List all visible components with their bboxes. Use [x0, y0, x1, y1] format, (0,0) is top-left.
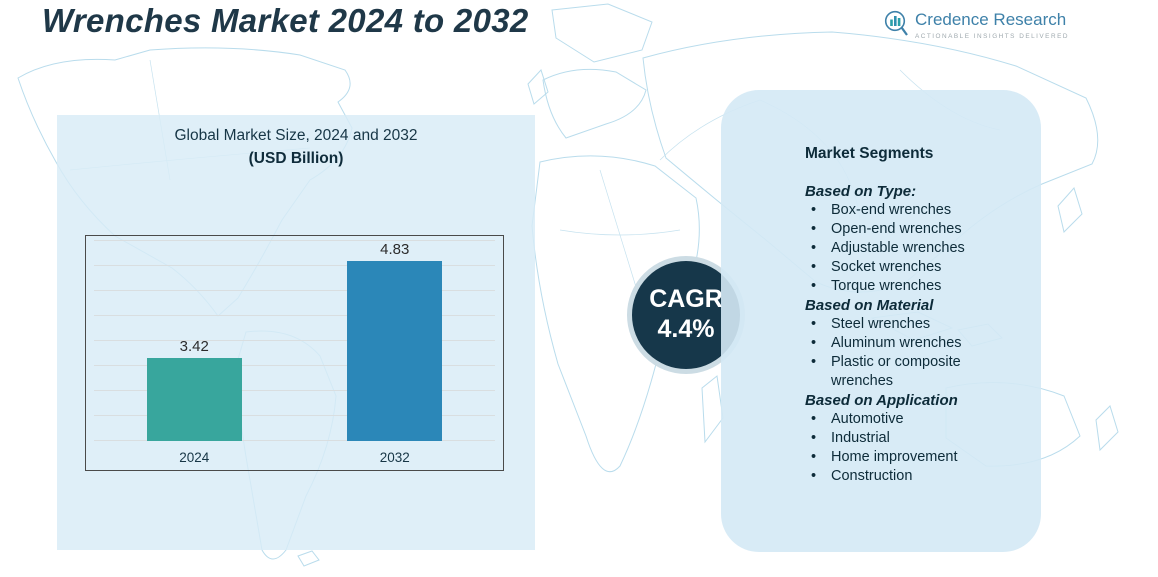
segment-group-heading: Based on Type:: [805, 183, 917, 200]
segments-panel: Market Segments Based on Type:Box-end wr…: [721, 90, 1041, 552]
segment-item: Construction: [805, 467, 1015, 486]
brand-name: Credence Research: [915, 10, 1067, 29]
segment-item: Adjustable wrenches: [805, 239, 1015, 258]
segment-items: Steel wrenchesAluminum wrenchesPlastic o…: [805, 315, 1015, 391]
cagr-value: 4.4%: [657, 314, 715, 343]
page-title: Wrenches Market 2024 to 2032: [42, 2, 529, 39]
cagr-label: CAGR: [649, 285, 723, 314]
segment-item: Steel wrenches: [805, 315, 1015, 334]
bar-2024: [146, 358, 242, 441]
segment-item: Socket wrenches: [805, 258, 1015, 277]
brand-logo: Credence Research Actionable Insights De…: [884, 10, 1069, 40]
segment-item: Box-end wrenches: [805, 201, 1015, 220]
segments-list: Based on Type:Box-end wrenchesOpen-end w…: [805, 182, 1015, 486]
bar-value-label: 3.42: [179, 338, 209, 355]
chart-title: Global Market Size, 2024 and 2032: [174, 127, 418, 144]
segment-item: Aluminum wrenches: [805, 334, 1015, 353]
segments-title: Market Segments: [805, 145, 934, 162]
bar-group-2024: 3.42: [146, 338, 242, 441]
segment-item: Torque wrenches: [805, 277, 1015, 296]
bar-chart: 3.42 4.83 2024 2032: [85, 235, 504, 471]
segment-group-heading: Based on Application: [805, 392, 958, 409]
x-axis-labels: 2024 2032: [94, 450, 495, 465]
segment-items: AutomotiveIndustrialHome improvementCons…: [805, 410, 1015, 486]
brand-logo-icon: [884, 10, 908, 36]
bar-value-label: 4.83: [380, 241, 410, 258]
segments-content: Market Segments Based on Type:Box-end wr…: [805, 145, 1015, 486]
x-axis-label: 2024: [179, 450, 210, 465]
segment-item: Plastic or composite wrenches: [805, 353, 1015, 391]
brand-tagline: Actionable Insights Delivered: [915, 33, 1069, 40]
bar-2032: [347, 261, 443, 441]
bar-group-2032: 4.83: [347, 241, 443, 441]
segment-group-heading: Based on Material: [805, 297, 934, 314]
segment-item: Open-end wrenches: [805, 220, 1015, 239]
segment-item: Industrial: [805, 429, 1015, 448]
segment-item: Automotive: [805, 410, 1015, 429]
segment-items: Box-end wrenchesOpen-end wrenchesAdjusta…: [805, 201, 1015, 296]
segment-item: Home improvement: [805, 448, 1015, 467]
bar-plot: 3.42 4.83: [94, 236, 495, 441]
market-size-panel: Global Market Size, 2024 and 2032 (USD B…: [57, 115, 535, 550]
x-axis-label: 2032: [379, 450, 410, 465]
chart-subtitle: (USD Billion): [248, 150, 344, 167]
